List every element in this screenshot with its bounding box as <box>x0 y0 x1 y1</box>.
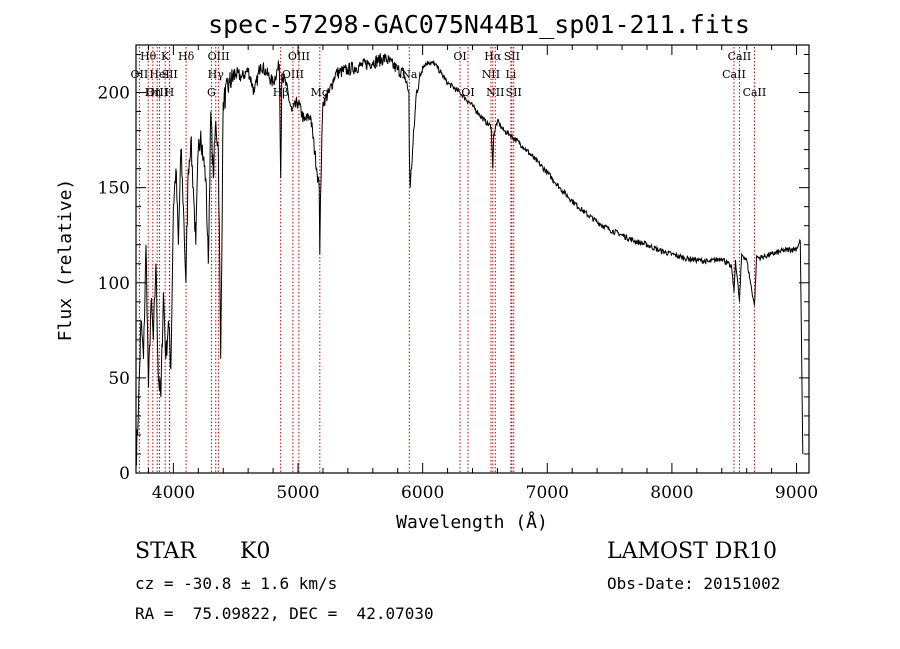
spectral-line-label: Hγ <box>208 68 225 81</box>
spectral-line-label: SII <box>162 68 178 81</box>
x-tick-label: 4000 <box>152 483 195 503</box>
x-tick-label: 5000 <box>276 483 319 503</box>
x-tick-label: 7000 <box>526 483 569 503</box>
y-tick-label: 200 <box>98 84 130 104</box>
spectrum-curve <box>135 53 804 466</box>
axis-ticks: 4000 5000 6000 7000 8000 9000 0 50 100 150 200 <box>98 45 818 503</box>
x-tick-label: 6000 <box>401 483 444 503</box>
spectral-line-label: OI <box>453 50 466 63</box>
object-class: STAR <box>135 539 196 564</box>
spectral-line-label: Hθ <box>140 50 157 63</box>
spectral-line-label: Hβ <box>273 86 289 99</box>
spectral-line-label: K <box>161 50 170 63</box>
spectral-line-label: CaII <box>722 68 746 81</box>
x-tick-label: 9000 <box>775 483 818 503</box>
spectral-line-label: HeI <box>149 68 169 81</box>
spectral-line-label: OIII <box>146 86 168 99</box>
redshift-velocity: cz = -30.8 ± 1.6 km/s <box>135 574 338 593</box>
x-axis-label: Wavelength (Å) <box>396 511 548 533</box>
y-tick-label: 50 <box>108 369 130 389</box>
y-tick-label: 100 <box>98 274 130 294</box>
spectral-line-label: Li <box>505 68 516 81</box>
observation-date: Obs-Date: 20151002 <box>607 574 781 593</box>
y-axis-label: Flux (relative) <box>55 179 76 342</box>
spectral-line-label: NII <box>482 68 500 81</box>
coordinates: RA = 75.09822, DEC = 42.07030 <box>135 604 434 623</box>
spectrum-curve-layer <box>135 53 804 466</box>
spectral-line-label: SII <box>506 86 522 99</box>
spectral-line-label: CaII <box>728 50 752 63</box>
object-subclass: K0 <box>240 539 271 564</box>
x-tick-label: 8000 <box>650 483 693 503</box>
spectral-line-label: OIII <box>282 68 304 81</box>
spectral-line-label: NII <box>486 86 504 99</box>
spectral-line-label: Hδ <box>178 50 195 63</box>
spectral-line-label: G <box>207 86 216 99</box>
survey-name: LAMOST DR10 <box>607 539 777 564</box>
y-tick-label: 150 <box>98 179 130 199</box>
spectral-line-label: OII <box>131 68 149 81</box>
spectral-line-label: CaII <box>743 86 767 99</box>
spectral-lines: HθOIIHηOIIIHeIKSIIHHδGOIIIHγHβOIIIOIIIMg… <box>131 47 767 473</box>
spectral-line-label: H <box>165 86 175 99</box>
spectral-line-label: Mg <box>311 86 329 99</box>
spectral-line-label: OI <box>461 86 474 99</box>
chart-title: spec-57298-GAC075N44B1_sp01-211.fits <box>208 10 750 39</box>
y-tick-label: 0 <box>119 464 130 484</box>
spectral-line-label: OIII <box>288 50 310 63</box>
plot-frame <box>135 44 810 474</box>
spectral-line-label: Hα <box>484 50 502 63</box>
spectral-line-label: SII <box>504 50 520 63</box>
spectral-line-label: OIII <box>208 50 230 63</box>
